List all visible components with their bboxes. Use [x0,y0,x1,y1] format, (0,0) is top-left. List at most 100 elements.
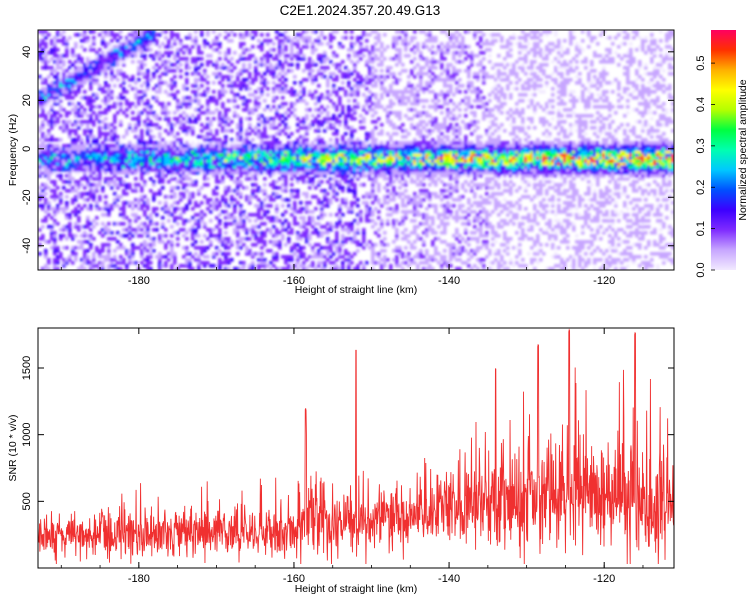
spectrogram-cell [149,189,153,193]
spectrogram-cell [320,216,324,220]
spectrogram-cell [311,231,315,235]
spectrogram-cell [299,144,303,148]
spectrogram-cell [299,246,303,250]
spectrogram-cell [191,45,195,49]
spectrogram-cell [320,234,324,238]
spectrogram-cell [125,183,129,187]
spectrogram-cell [374,168,378,172]
spectrogram-cell [161,60,165,64]
spectrogram-cell [89,81,93,85]
spectrogram-cell [284,72,288,76]
spectrogram-cell [80,78,84,82]
spectrogram-cell [347,57,351,61]
spectrogram-cell [95,222,99,226]
spectrogram-cell [323,174,327,178]
spectrogram-cell [95,264,99,268]
spectrogram-cell [389,87,393,91]
spectrogram-cell [50,72,54,76]
spectrogram-cell [92,153,96,157]
spectrogram-cell [104,201,108,205]
spectrogram-cell [146,30,150,34]
spectrogram-cell [353,63,357,67]
spectrogram-cell [47,111,51,115]
spectrogram-cell [386,150,390,154]
spectrogram-cell [251,153,255,157]
spectrogram-cell [242,108,246,112]
spectrogram-cell [359,48,363,52]
spectrogram-cell [239,216,243,220]
spectrogram-cell [275,147,279,151]
spectrogram-cell [221,177,225,181]
spectrogram-cell [290,111,294,115]
spectrogram-cell [242,42,246,46]
spectrogram-cell [242,159,246,163]
spectrogram-cell [203,255,207,259]
spectrogram-cell [278,162,282,166]
spectrogram-cell [317,216,321,220]
spectrogram-cell [200,144,204,148]
spectrogram-cell [86,63,90,67]
spectrogram-cell [332,171,336,175]
spectrogram-cell [350,168,354,172]
spectrogram-cell [365,168,369,172]
spectrogram-cell [320,105,324,109]
spectrogram-cell [350,204,354,208]
spectrogram-cell [116,144,120,148]
spectrogram-cell [359,219,363,223]
spectrogram-cell [119,30,123,34]
spectrogram-cell [293,156,297,160]
spectrogram-cell [386,75,390,79]
spectrogram-cell [89,267,93,270]
spectrogram-cell [323,189,327,193]
spectrogram-cell [104,132,108,136]
spectrogram-cell [338,249,342,253]
spectrogram-cell [371,258,375,262]
spectrogram-cell [206,168,210,172]
spectrogram-cell [377,33,381,37]
spectrogram-cell [365,159,369,163]
spectrogram-cell [89,192,93,196]
spectrogram-cell [218,90,222,94]
spectrogram-cell [185,231,189,235]
spectrogram-cell [272,198,276,202]
spectrogram-cell [62,120,66,124]
spectrogram-cell [302,144,306,148]
spectrogram-cell [401,204,405,208]
spectrogram-cell [167,165,171,169]
spectrogram-cell [119,57,123,61]
spectrogram-cell [320,189,324,193]
spectrogram-cell [302,156,306,160]
spectrogram-cell [266,120,270,124]
spectrogram-cell [335,30,339,34]
spectrogram-cell [101,120,105,124]
spectrogram-cell [71,69,75,73]
spectrogram-cell [224,261,228,265]
spectrogram-cell [38,108,42,112]
spectrogram-cell [68,36,72,40]
spectrogram-cell [242,78,246,82]
spectrogram-cell [275,144,279,148]
spectrogram-cell [242,264,246,268]
spectrogram-cell [215,204,219,208]
spectrogram-cell [173,135,177,139]
spectrogram-cell [308,69,312,73]
spectrogram-cell [398,99,402,103]
spectrogram-cell [311,156,315,160]
spectrogram-cell [305,42,309,46]
spectrogram-cell [218,237,222,241]
spectrogram-cell [107,54,111,58]
spectrogram-cell [131,75,135,79]
spectrogram-cell [305,156,309,160]
spectrogram-cell [224,111,228,115]
spectrogram-cell [164,210,168,214]
spectrogram-cell [275,252,279,256]
spectrogram-cell [128,36,132,40]
spectrogram-cell [275,228,279,232]
spectrogram-cell [377,144,381,148]
spectrogram-cell [386,168,390,172]
spectrogram-cell [371,75,375,79]
spectrogram-cell [254,237,258,241]
spectrogram-cell [134,246,138,250]
spectrogram-cell [362,237,366,241]
spectrogram-cell [71,63,75,67]
